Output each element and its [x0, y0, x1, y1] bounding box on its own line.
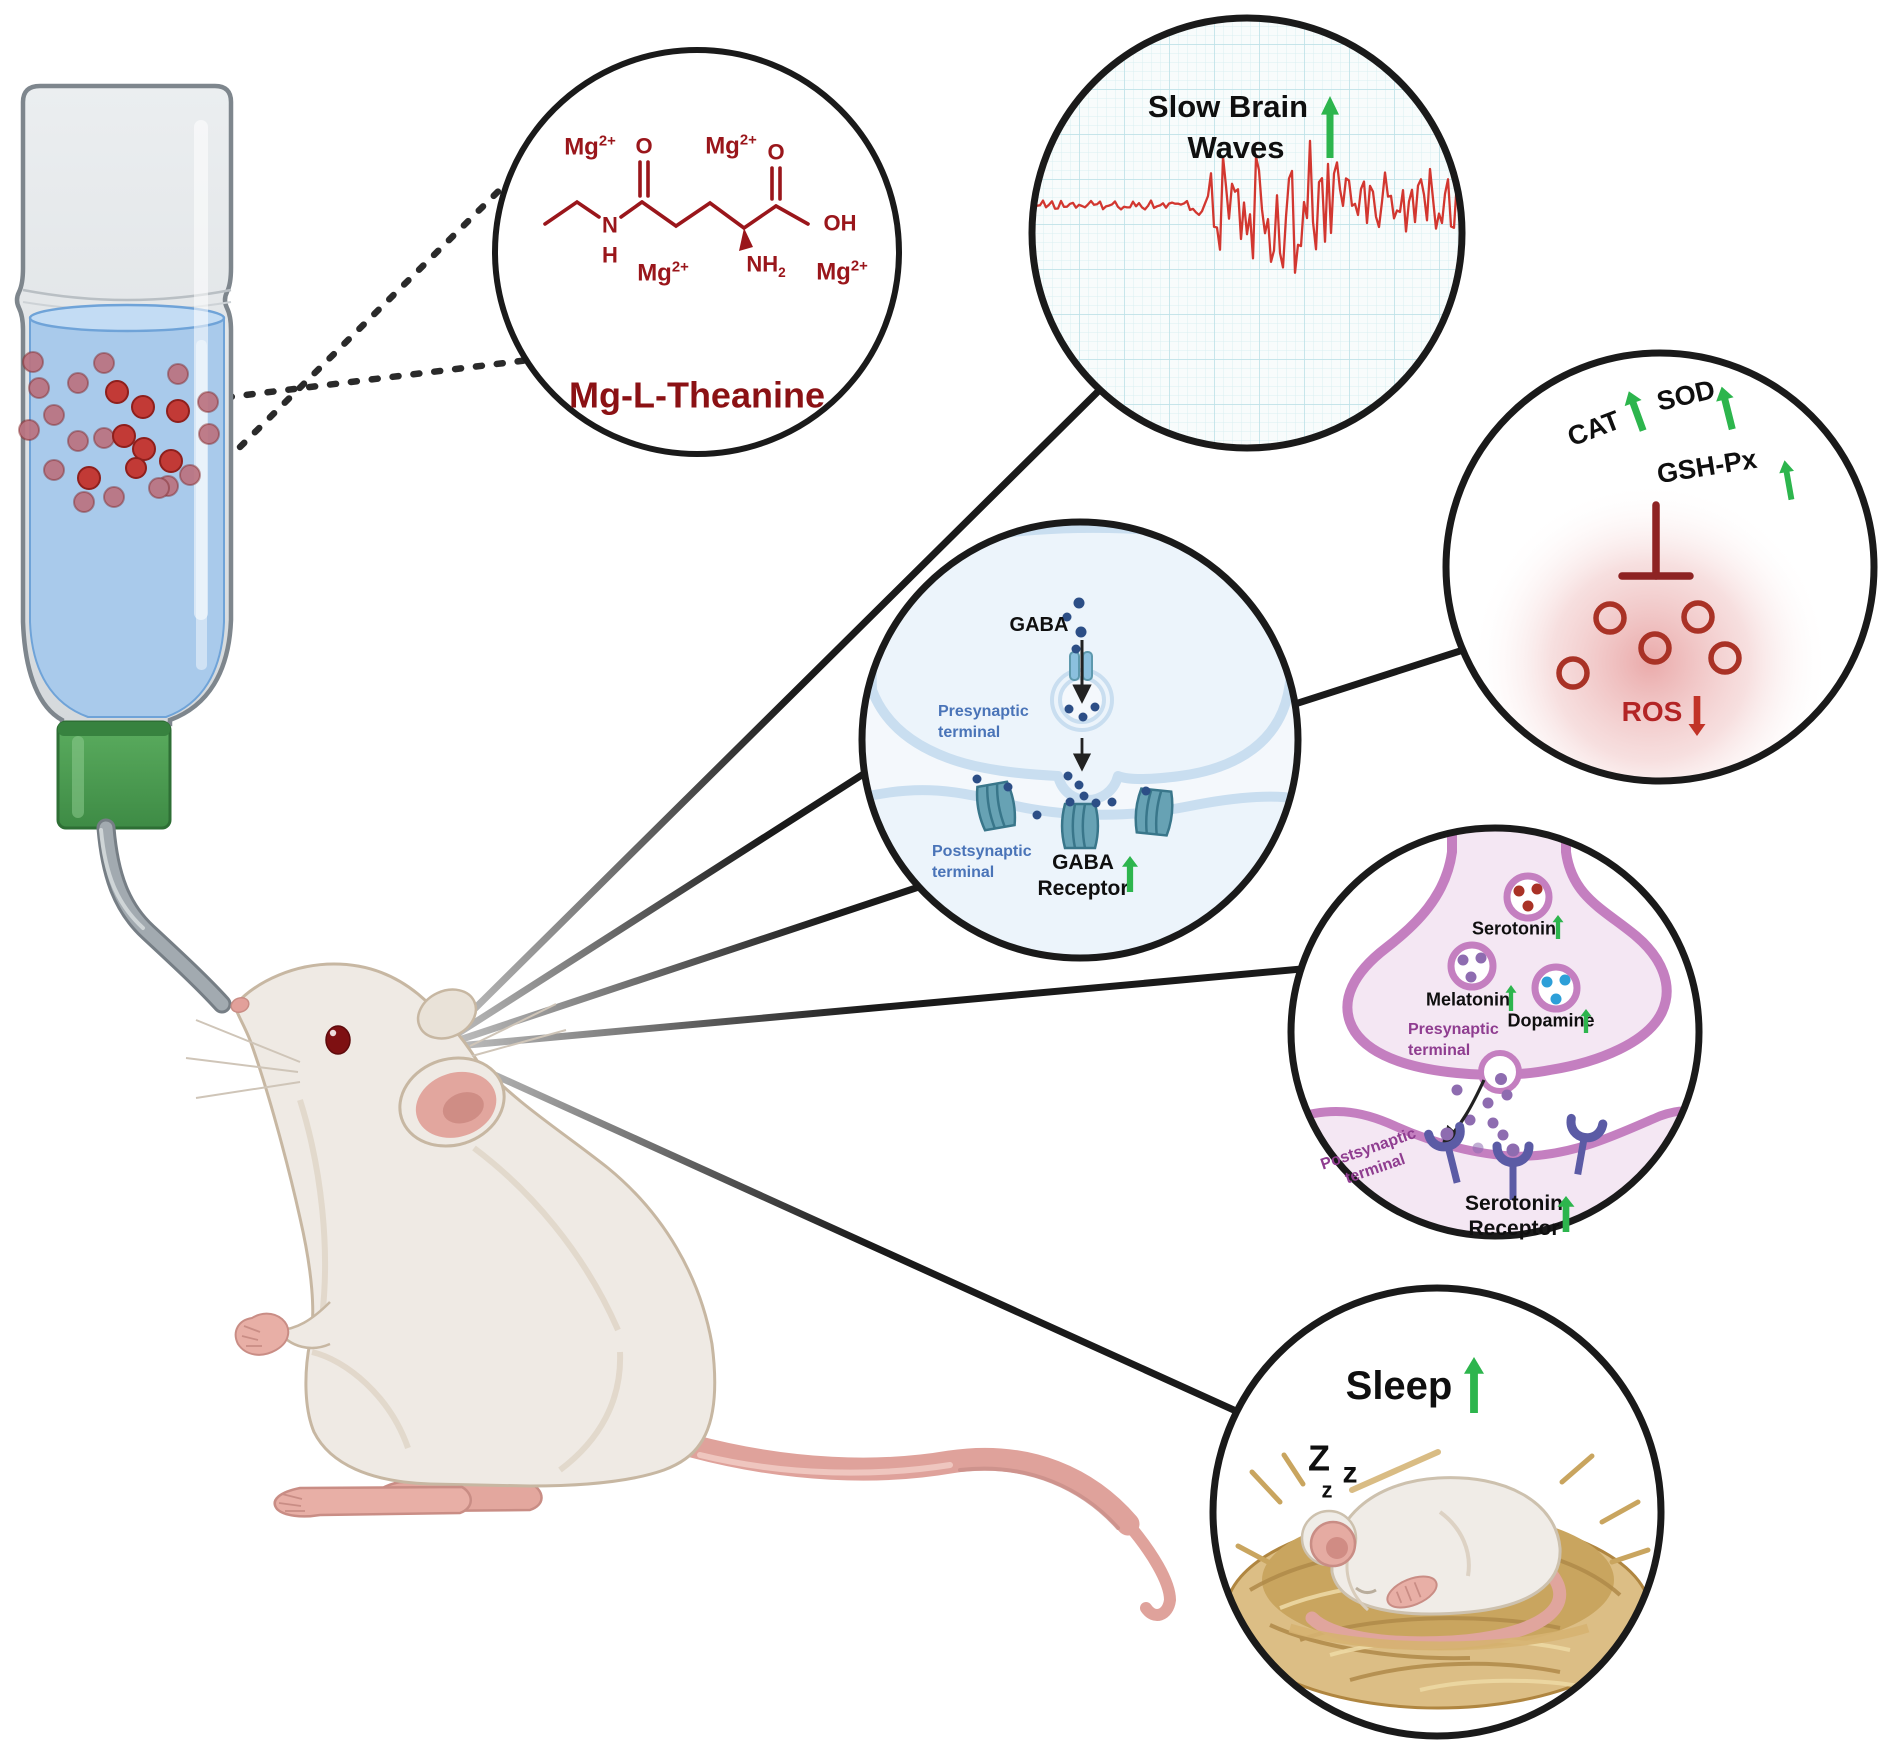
melatonin-vesicle: [1447, 941, 1497, 991]
mouse-whiskers: [185, 1003, 567, 1099]
hydrogen-label: H: [602, 242, 618, 268]
compound-title: Mg-L-Theanine: [569, 374, 825, 416]
brainwaves-title-line2: Waves: [1187, 129, 1285, 165]
mouse-tail: [680, 1434, 1177, 1621]
mouse-hind-foot-near: [273, 1485, 472, 1518]
sleeping-mouse-body: [1330, 1476, 1562, 1616]
mg-ion-label-top-left: Mg2+: [564, 133, 616, 161]
sleeping-mouse-paw: [1386, 1575, 1438, 1609]
gaba-postsynaptic-label: Postsynaptic terminal: [932, 843, 1032, 881]
serotonin-receptor-label: Serotonin Receptor: [1465, 1191, 1563, 1240]
sleep-circle: [1209, 1284, 1665, 1740]
up-arrow-icon: [1557, 1196, 1575, 1232]
water-bottle-illustration: [14, 83, 234, 1014]
up-arrow-icon: [1321, 96, 1339, 158]
dopamine-label: Dopamine: [1507, 1010, 1595, 1031]
eeg-trace: [1033, 139, 1459, 274]
theanine-particles: [18, 351, 220, 513]
ros-molecules: [1556, 600, 1742, 690]
mouse-eye: [325, 1025, 351, 1055]
dopamine-vesicle: [1531, 963, 1581, 1013]
mouse-fur-shading: [297, 1099, 624, 1473]
amine-group-label: NH2: [746, 251, 786, 280]
up-arrow-icon: [1713, 384, 1741, 431]
line-mouse-to-brainwaves: [431, 336, 1154, 1052]
mg-ion-label-bottom-right: Mg2+: [816, 258, 868, 286]
dotted-line-to-chemical-top: [236, 146, 544, 451]
sleep-z-large: Z: [1308, 1437, 1330, 1479]
brainwaves-circle: [1028, 14, 1466, 452]
sleep-z-mid: z: [1342, 1456, 1358, 1490]
bottle-spout: [96, 818, 232, 1014]
dotted-line-to-chemical-bottom: [201, 354, 549, 404]
gaba-receptor-label: GABA Receptor: [1037, 850, 1129, 900]
antioxidant-circle: [1442, 349, 1878, 785]
nitrogen-label: N: [602, 212, 618, 238]
serotonin-receptors: [1429, 1118, 1603, 1200]
gaba-postsynaptic-terminal: [862, 785, 1298, 958]
mouse-front-paw: [234, 1312, 290, 1356]
sleeping-mouse-eye-closed: [1355, 1586, 1377, 1595]
gaba-label: GABA: [1009, 614, 1069, 636]
mouse-nose: [230, 996, 250, 1014]
sleeping-mouse-illustration: [1288, 1476, 1590, 1651]
theanine-skeletal-structure: [543, 160, 810, 251]
up-arrow-icon: [1552, 915, 1564, 939]
up-arrow-icon: [1505, 985, 1517, 1011]
line-mouse-to-serotonin: [431, 956, 1404, 1052]
mg-ion-label-top-right: Mg2+: [705, 132, 757, 160]
line-mouse-to-gaba-upper: [431, 721, 944, 1052]
chemical-structure-circle: [492, 47, 902, 457]
melatonin-label: Melatonin: [1426, 989, 1510, 1010]
hydroxyl-label: OH: [823, 210, 857, 236]
mouse-back-ear: [416, 988, 478, 1040]
up-arrow-icon: [1777, 459, 1799, 501]
up-arrow-icon: [1464, 1357, 1484, 1413]
gaba-receptors: [973, 779, 1176, 850]
gaba-label-dots: [1062, 597, 1087, 654]
line-mouse-to-sleep: [431, 1044, 1304, 1444]
line-gaba-to-ros: [1266, 639, 1489, 716]
serotonin-synapse-circle: [1287, 824, 1703, 1240]
gaba-vesicle: [1050, 640, 1114, 732]
gaba-synapse-circle: [858, 518, 1302, 962]
serotonin-presynaptic-label: Presynaptic terminal: [1408, 1021, 1499, 1059]
amide-oxygen-label: O: [635, 133, 653, 159]
up-arrow-icon: [1122, 856, 1138, 892]
mg-ion-label-bottom-left: Mg2+: [637, 259, 689, 287]
serotonin-release-site: [1478, 1050, 1522, 1094]
serotonin-label: Serotonin: [1472, 918, 1556, 939]
gaba-presynaptic-label: Presynaptic terminal: [938, 703, 1029, 741]
up-arrow-icon: [1580, 1009, 1592, 1033]
up-arrow-icon: [1620, 388, 1651, 434]
down-arrow-icon: [1688, 696, 1706, 736]
sleep-z-small: z: [1321, 1477, 1333, 1503]
acid-oxygen-label: O: [767, 139, 785, 165]
ros-label: ROS: [1621, 695, 1683, 727]
serotonin-vesicle: [1503, 872, 1553, 922]
lab-mouse-illustration: [185, 962, 1177, 1621]
brainwaves-title-line1: Slow Brain: [1147, 88, 1309, 124]
sleep-label: Sleep: [1345, 1364, 1453, 1408]
mouse-front-ear: [398, 1056, 506, 1148]
inhibition-symbol: [1618, 501, 1694, 580]
